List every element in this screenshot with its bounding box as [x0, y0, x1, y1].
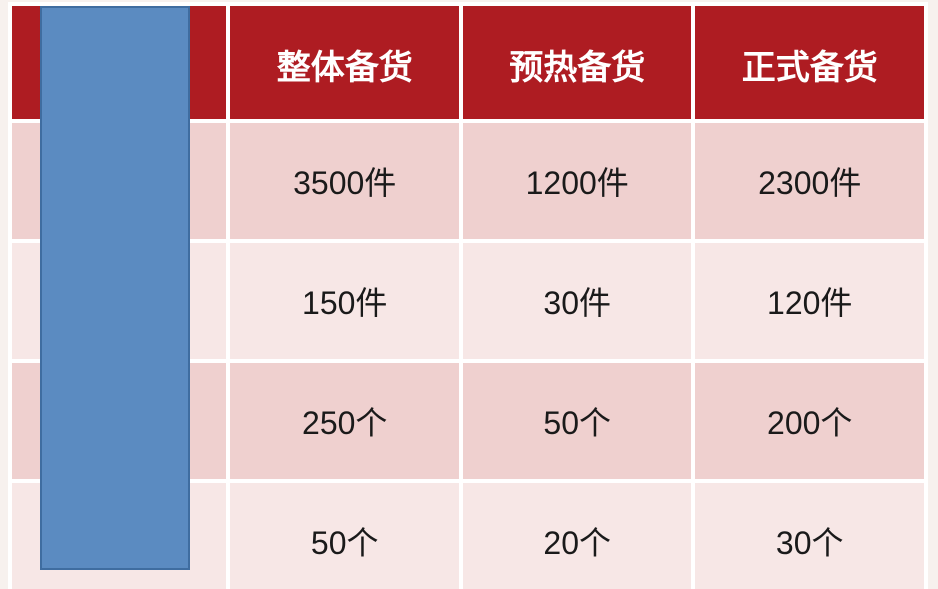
cell-3-3: 30个	[693, 481, 926, 589]
cell-0-3: 2300件	[693, 121, 926, 241]
cell-1-2: 30件	[461, 241, 694, 361]
header-col-2: 预热备货	[461, 4, 694, 121]
header-col-3: 正式备货	[693, 4, 926, 121]
cell-2-1: 250个	[228, 361, 461, 481]
cell-3-1: 50个	[228, 481, 461, 589]
cell-0-1: 3500件	[228, 121, 461, 241]
cell-3-2: 20个	[461, 481, 694, 589]
cell-1-3: 120件	[693, 241, 926, 361]
header-col-1: 整体备货	[228, 4, 461, 121]
cell-2-3: 200个	[693, 361, 926, 481]
overlay-rectangle	[40, 6, 190, 570]
cell-2-2: 50个	[461, 361, 694, 481]
cell-0-2: 1200件	[461, 121, 694, 241]
cell-1-1: 150件	[228, 241, 461, 361]
